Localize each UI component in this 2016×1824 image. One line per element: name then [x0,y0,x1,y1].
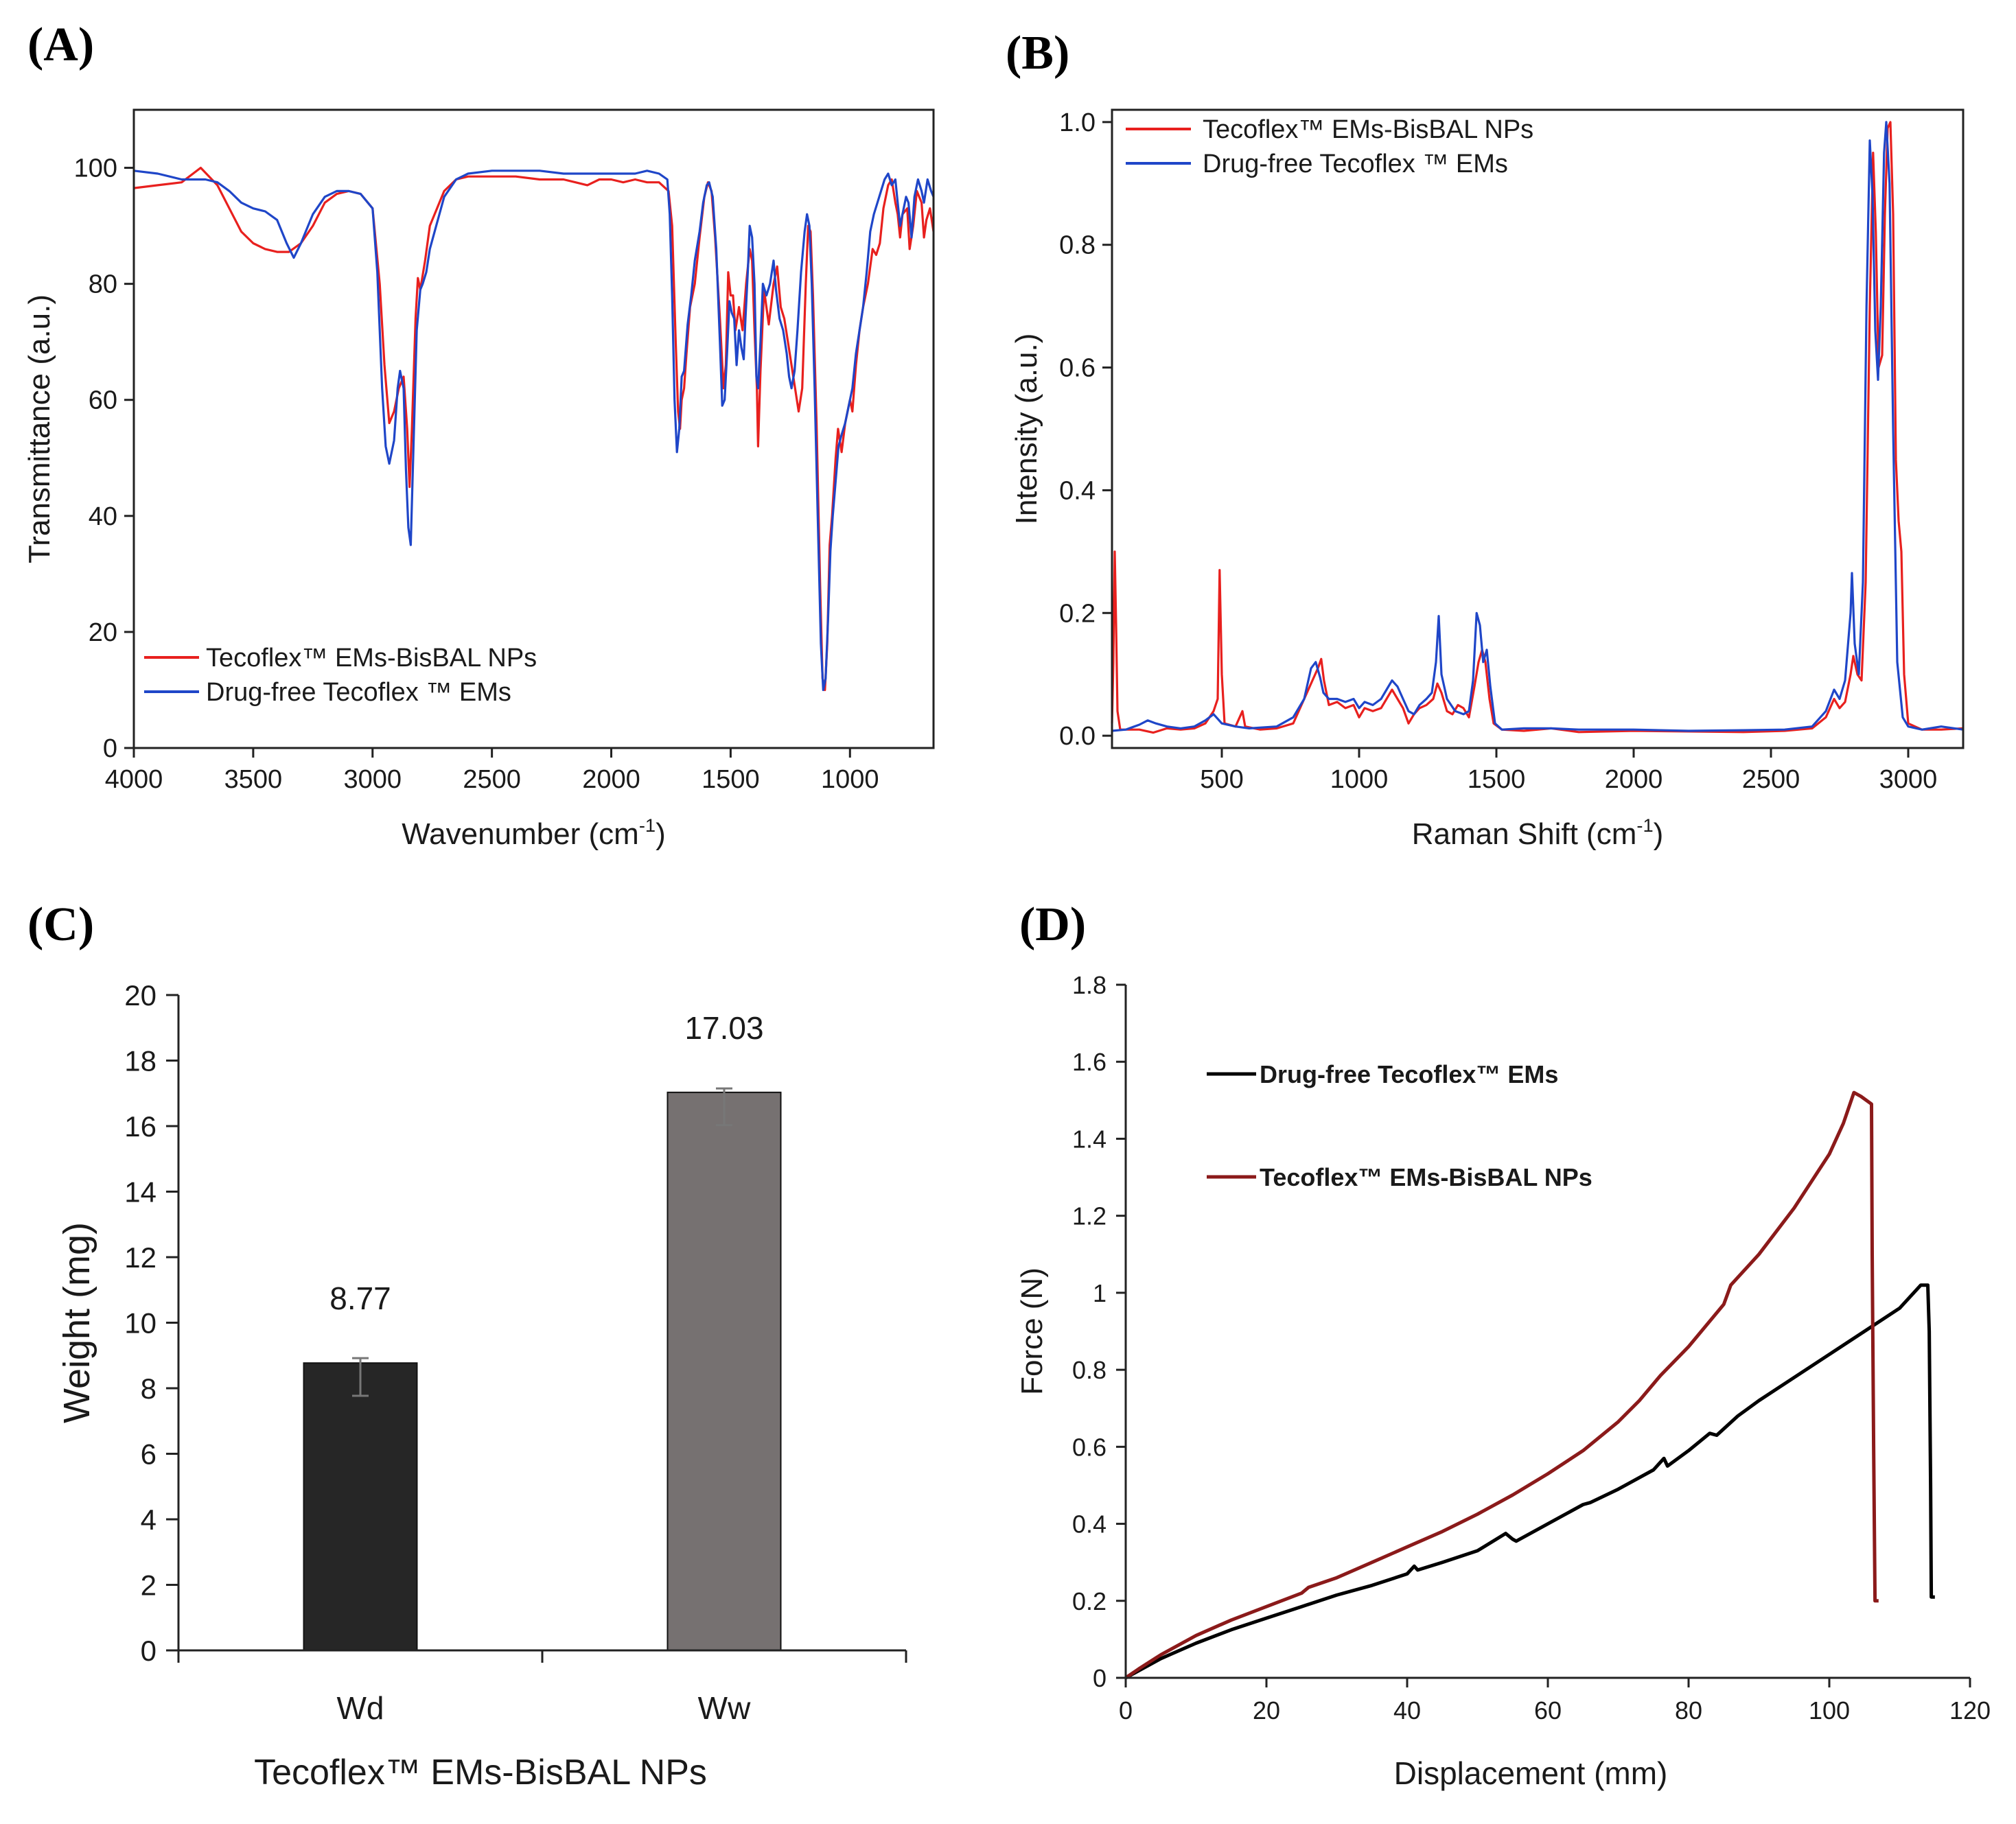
y-tick-label: 0.8 [1059,231,1096,260]
y-tick-label: 2 [141,1569,157,1602]
legend-label: Drug-free Tecoflex ™ EMs [1203,150,1508,178]
y-tick-label: 8 [141,1372,157,1405]
x-tick-label: 3000 [343,765,402,794]
legend-label: Tecoflex™ EMs-BisBAL NPs [206,644,537,673]
bar-ww [667,1091,782,1651]
y-tick-label: 14 [124,1176,157,1208]
x-tick-label: 3500 [224,765,283,794]
x-tick-label: 1500 [702,765,760,794]
series-line-drug-free [133,169,935,692]
panel-b: (B) 500 1000 1500 2000 2500 3000 0.0 0.2 0.4 0.6 0… [1006,27,1965,851]
y-tick-label: 10 [124,1307,157,1340]
y-axis-title: Weight (mg) [56,1222,97,1423]
data-label-wd: 8.77 [329,1281,391,1316]
chart-b: 500 1000 1500 2000 2500 3000 0.0 0.2 0.4 0.6 0.8 1.… [1010,108,1965,851]
y-tick-label: 18 [124,1045,157,1077]
y-tick-label: 0.8 [1072,1356,1107,1384]
x-tick-label: 100 [1809,1696,1850,1724]
plot-frame [132,108,935,749]
legend-label: Tecoflex™ EMs-BisBAL NPs [1260,1163,1592,1191]
x-tick-label: 2500 [463,765,521,794]
y-tick-label: 40 [89,502,117,531]
y-tick-label: 20 [89,618,117,647]
x-tick-label: 1000 [821,765,879,794]
series-line-bisbal [133,166,935,692]
legend-label: Drug-free Tecoflex ™ EMs [206,678,511,707]
y-tick-label: 0 [141,1635,157,1667]
y-tick-label: 0 [1093,1664,1107,1692]
panel-label-a: (A) [27,19,94,71]
x-tick-label: 0 [1119,1696,1133,1724]
y-tick-label: 1.2 [1072,1202,1107,1230]
y-tick-label: 1.0 [1059,108,1096,137]
chart-a: 4000 3500 3000 2500 2000 1500 1000 0 20 40 60 80 100… [23,108,935,851]
chart-c: 8.77 Wd 17.03 Ww 0 2 4 6 8 10 12 14 16 18 20 Tecoflex™ … [56,979,907,1792]
y-tick-label: 0.4 [1059,476,1096,505]
y-tick-label: 0.0 [1059,722,1096,751]
category-label-wd: Wd [337,1690,384,1726]
x-tick-label: 1500 [1468,765,1526,794]
y-tick-label: 60 [89,386,117,415]
y-tick-label: 1.8 [1072,971,1107,999]
panel-c: (C) 8.77 Wd 17.03 Ww 0 2 4 6 8 10 12 14 16 18 20 Tecofl… [27,898,907,1792]
y-tick-label: 0.6 [1072,1433,1107,1461]
bar-wd [303,1362,418,1652]
y-axis-title: Intensity (a.u.) [1010,334,1043,525]
plot-frame [1111,108,1965,749]
y-axis-title: Transmittance (a.u.) [23,294,56,563]
series-line-drug-free [1111,121,1964,732]
chart-d: 0 20 40 60 80 100 120 0 0.2 0.4 0.6 0.8 1 1.2 1.4 1.6 1.… [1015,971,1991,1791]
legend-label: Drug-free Tecoflex™ EMs [1260,1060,1558,1088]
x-tick-label: 20 [1253,1696,1280,1724]
panel-label-c: (C) [27,898,94,951]
y-tick-label: 0.6 [1059,354,1096,383]
y-tick-label: 0 [103,734,117,763]
panel-label-b: (B) [1006,27,1069,80]
x-tick-label: 2000 [1605,765,1663,794]
x-tick-label: 4000 [105,765,163,794]
x-tick-label: 2000 [582,765,640,794]
x-axis-title: Tecoflex™ EMs-BisBAL NPs [254,1753,707,1792]
x-tick-label: 40 [1393,1696,1421,1724]
y-tick-label: 16 [124,1110,157,1143]
x-tick-label: 80 [1675,1696,1702,1724]
panel-d: (D) 0 20 40 60 80 100 120 0 0.2 0.4 0.6 0.8 1 1.2 1.4 1… [1015,898,1991,1791]
series-line-drug-free [1124,1283,1935,1680]
x-tick-label: 120 [1949,1696,1991,1724]
category-label-ww: Ww [698,1690,751,1726]
y-tick-label: 12 [124,1241,157,1274]
series-line-bisbal [1111,121,1964,734]
y-tick-label: 100 [74,154,117,183]
y-tick-label: 0.2 [1059,599,1096,628]
x-tick-label: 60 [1534,1696,1562,1724]
data-label-ww: 17.03 [684,1010,763,1046]
y-tick-label: 4 [141,1504,157,1536]
y-tick-label: 20 [124,979,157,1012]
x-axis-title: Wavenumber (cm-1) [402,815,665,851]
y-axis-title: Force (N) [1015,1267,1049,1395]
x-axis-title: Raman Shift (cm-1) [1412,815,1664,851]
y-tick-label: 6 [141,1438,157,1471]
legend-label: Tecoflex™ EMs-BisBAL NPs [1203,115,1533,144]
x-axis-title: Displacement (mm) [1394,1755,1668,1791]
x-tick-label: 2500 [1742,765,1800,794]
y-tick-label: 1.4 [1072,1125,1107,1153]
y-tick-label: 1.6 [1072,1048,1107,1076]
y-tick-label: 0.4 [1072,1510,1107,1539]
series-line-bisbal [1124,1090,1879,1680]
y-tick-label: 1 [1093,1279,1107,1307]
x-tick-label: 1000 [1330,765,1389,794]
panel-label-d: (D) [1019,898,1086,951]
x-tick-label: 500 [1200,765,1243,794]
panel-a: (A) 4000 3500 3000 2500 2000 1500 1000 0 20 40 60 8… [23,19,935,851]
y-tick-label: 0.2 [1072,1587,1107,1615]
x-tick-label: 3000 [1879,765,1938,794]
y-tick-label: 80 [89,270,117,299]
